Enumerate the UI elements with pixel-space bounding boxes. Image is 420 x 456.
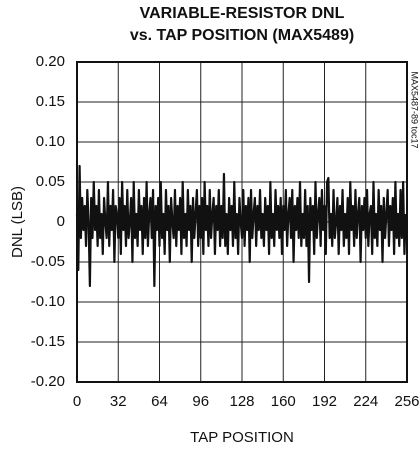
x-tick-label: 128	[229, 393, 254, 410]
x-axis-label: TAP POSITION	[190, 429, 294, 446]
y-tick-label: -0.20	[31, 373, 65, 390]
y-tick-label: 0	[57, 213, 65, 230]
chart-subtitle: vs. TAP POSITION (MAX5489)	[130, 27, 354, 44]
y-tick-label: 0.20	[36, 53, 65, 70]
x-tick-label: 256	[394, 393, 419, 410]
y-tick-label: -0.15	[31, 333, 65, 350]
x-tick-label: 192	[312, 393, 337, 410]
y-tick-label: -0.05	[31, 253, 65, 270]
x-tick-label: 32	[110, 393, 127, 410]
x-tick-label: 0	[73, 393, 81, 410]
y-tick-label: 0.05	[36, 173, 65, 190]
y-tick-label: -0.10	[31, 293, 65, 310]
chart-title: VARIABLE-RESISTOR DNL	[140, 5, 345, 22]
y-tick-label: 0.15	[36, 93, 65, 110]
y-tick-label: 0.10	[36, 133, 65, 150]
x-tick-label: 96	[192, 393, 209, 410]
data-line	[75, 164, 407, 288]
x-tick-label: 224	[353, 393, 378, 410]
x-tick-label: 64	[151, 393, 168, 410]
y-axis-label: DNL (LSB)	[9, 186, 26, 258]
x-tick-label: 160	[271, 393, 296, 410]
annotation: MAX5487-89 toc17	[410, 71, 420, 148]
